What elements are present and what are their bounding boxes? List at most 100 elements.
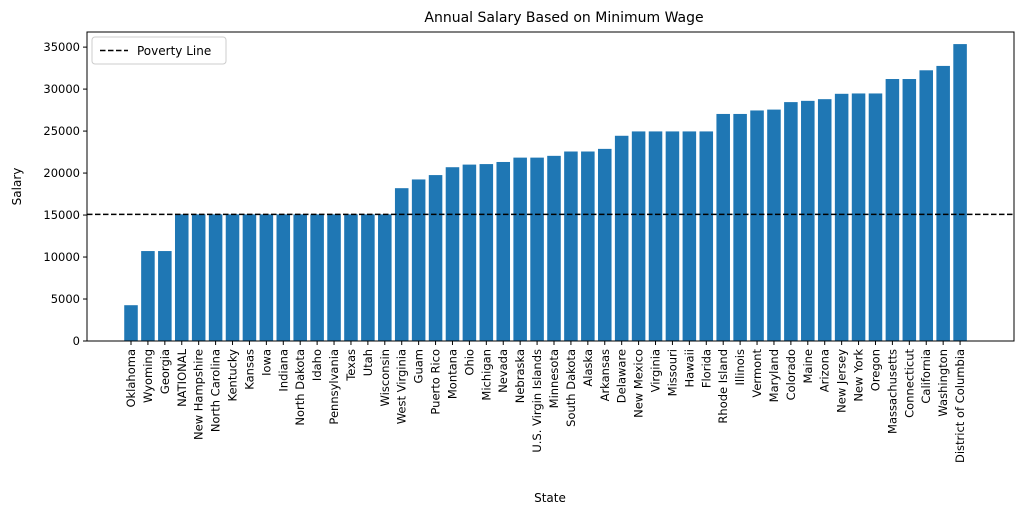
chart-title: Annual Salary Based on Minimum Wage (424, 10, 703, 26)
bar (699, 131, 714, 341)
bar (817, 99, 832, 341)
x-tick-label: Texas (344, 349, 358, 382)
x-tick-label: Colorado (784, 349, 798, 400)
x-tick-label: South Dakota (564, 349, 578, 427)
x-tick-label: Washington (936, 349, 950, 417)
bar (361, 214, 375, 341)
bar (682, 131, 697, 341)
bar (614, 135, 629, 341)
x-tick-label: Montana (445, 349, 459, 399)
bar (631, 131, 646, 341)
legend: Poverty Line (91, 36, 227, 65)
bar (293, 214, 307, 341)
x-tick-label: New Hampshire (192, 349, 206, 440)
bar (462, 164, 477, 341)
y-tick-label: 35000 (43, 40, 80, 54)
bar (547, 155, 561, 341)
y-tick-label: 10000 (43, 250, 80, 264)
bar (597, 148, 612, 341)
bar (191, 214, 206, 341)
bar (885, 79, 900, 342)
x-tick-label: Indiana (276, 349, 290, 392)
bar (513, 157, 527, 341)
bar (784, 102, 798, 341)
bar (902, 79, 917, 342)
bar (344, 214, 358, 341)
y-tick-label: 15000 (43, 208, 80, 222)
y-tick-label: 5000 (51, 292, 80, 306)
bar (310, 214, 324, 341)
x-tick-label: Wyoming (141, 349, 155, 403)
x-tick-label: California (919, 349, 933, 404)
x-tick-label: New York (852, 349, 866, 402)
x-tick-label: Connecticut (902, 349, 916, 418)
bar (158, 251, 172, 341)
bar (868, 93, 883, 342)
bar (479, 164, 494, 341)
x-tick-label: Arkansas (598, 349, 612, 401)
x-tick-label: Oregon (868, 349, 882, 391)
x-tick-label: Massachusetts (885, 349, 899, 434)
bar (953, 44, 967, 342)
x-tick-label: Vermont (750, 349, 764, 398)
x-tick-label: North Dakota (293, 349, 307, 426)
bar (851, 93, 866, 342)
legend-box (91, 36, 227, 65)
y-tick-label: 0 (73, 334, 80, 348)
x-tick-label: New Jersey (835, 349, 849, 413)
bar (581, 151, 595, 341)
bar (327, 214, 341, 341)
x-tick-label: Utah (361, 349, 375, 376)
x-tick-label: West Virginia (395, 349, 409, 424)
legend-label-poverty-line: Poverty Line (137, 44, 211, 58)
bar (919, 70, 934, 341)
x-tick-label: Arizona (818, 349, 832, 392)
bar (445, 167, 460, 341)
bar (259, 214, 274, 341)
bar (733, 113, 747, 341)
x-tick-label: Iowa (259, 349, 273, 376)
x-tick-label: District of Columbia (953, 349, 967, 463)
x-tick-label: Minnesota (547, 349, 561, 408)
x-axis-label: State (534, 491, 566, 505)
x-tick-label: Maryland (767, 349, 781, 402)
x-tick-label: Alaska (581, 349, 595, 387)
x-tick-label: Delaware (615, 349, 629, 403)
x-tick-label: Idaho (310, 349, 324, 381)
y-tick-label: 25000 (43, 124, 80, 138)
bar (276, 214, 291, 341)
bar (767, 109, 781, 341)
bar (530, 157, 544, 341)
bar (496, 161, 511, 341)
x-tick-label: Michigan (479, 349, 493, 401)
bar (564, 151, 578, 341)
x-tick-label: Missouri (665, 349, 679, 396)
bar (124, 305, 138, 341)
x-tick-label: Guam (412, 349, 426, 383)
x-tick-label: Illinois (733, 349, 747, 386)
x-tick-label: Puerto Rico (429, 349, 443, 415)
bar (750, 110, 764, 342)
x-tick-label: Florida (699, 349, 713, 388)
bar (716, 113, 730, 341)
bar (242, 214, 257, 341)
bar (225, 214, 240, 341)
x-tick-label: Ohio (462, 349, 476, 376)
bar (936, 65, 950, 342)
x-tick-label: Georgia (158, 349, 172, 394)
x-tick-label: Kentucky (226, 349, 240, 402)
x-tick-label: U.S. Virgin Islands (530, 349, 544, 453)
x-tick-label: North Carolina (209, 349, 223, 432)
y-axis: 0 5000 10000 15000 20000 25000 30000 35000 (43, 40, 87, 348)
x-tick-label: Wisconsin (378, 349, 392, 406)
y-tick-label: 30000 (43, 82, 80, 96)
x-tick-label: Hawaii (682, 349, 696, 388)
x-axis: Oklahoma Wyoming Georgia NATIONAL New Hampsh… (124, 341, 967, 463)
bar (378, 214, 392, 341)
bar (208, 214, 223, 341)
bar (801, 100, 815, 341)
y-axis-label: Salary (10, 168, 24, 206)
x-tick-label: Kansas (242, 349, 256, 390)
bar (665, 131, 680, 341)
